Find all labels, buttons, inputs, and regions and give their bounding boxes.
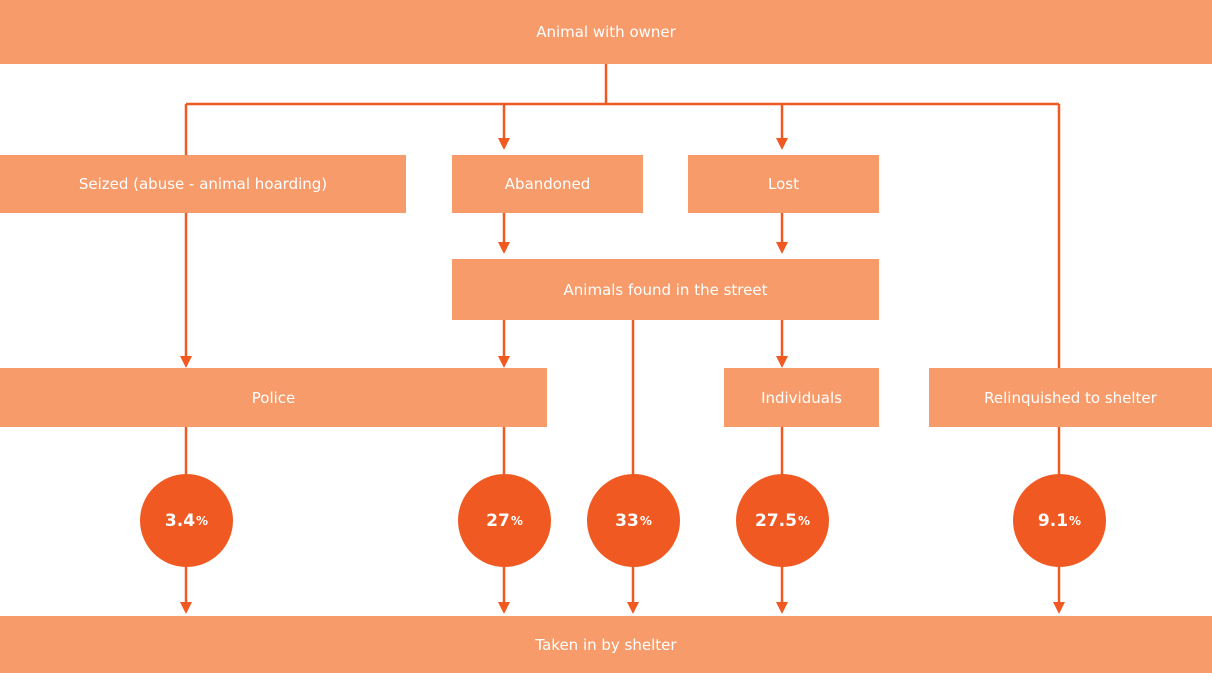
percentage-circle-street: 33%: [587, 474, 680, 567]
percentage-circle-police: 3.4%: [140, 474, 233, 567]
node-relinquished-to-shelter: Relinquished to shelter: [929, 368, 1212, 427]
node-abandoned: Abandoned: [452, 155, 643, 213]
percentage-value: 3.4: [164, 510, 196, 531]
node-seized: Seized (abuse - animal hoarding): [0, 155, 406, 213]
percentage-value: 9.1: [1037, 510, 1069, 531]
percentage-circle-individuals: 27.5%: [736, 474, 829, 567]
percentage-circle-relinquished: 9.1%: [1013, 474, 1106, 567]
percentage-value: 27: [486, 510, 510, 531]
node-animal-with-owner: Animal with owner: [0, 0, 1212, 64]
node-individuals: Individuals: [724, 368, 879, 427]
node-animals-found-in-street: Animals found in the street: [452, 259, 879, 320]
percentage-unit: %: [1069, 513, 1082, 528]
percentage-unit: %: [797, 513, 810, 528]
percentage-unit: %: [196, 513, 209, 528]
node-taken-in-by-shelter: Taken in by shelter: [0, 616, 1212, 673]
percentage-value: 27.5: [755, 510, 797, 531]
node-lost: Lost: [688, 155, 879, 213]
percentage-circle-police-street: 27%: [458, 474, 551, 567]
node-police: Police: [0, 368, 547, 427]
percentage-value: 33: [615, 510, 639, 531]
percentage-unit: %: [639, 513, 652, 528]
percentage-unit: %: [510, 513, 523, 528]
